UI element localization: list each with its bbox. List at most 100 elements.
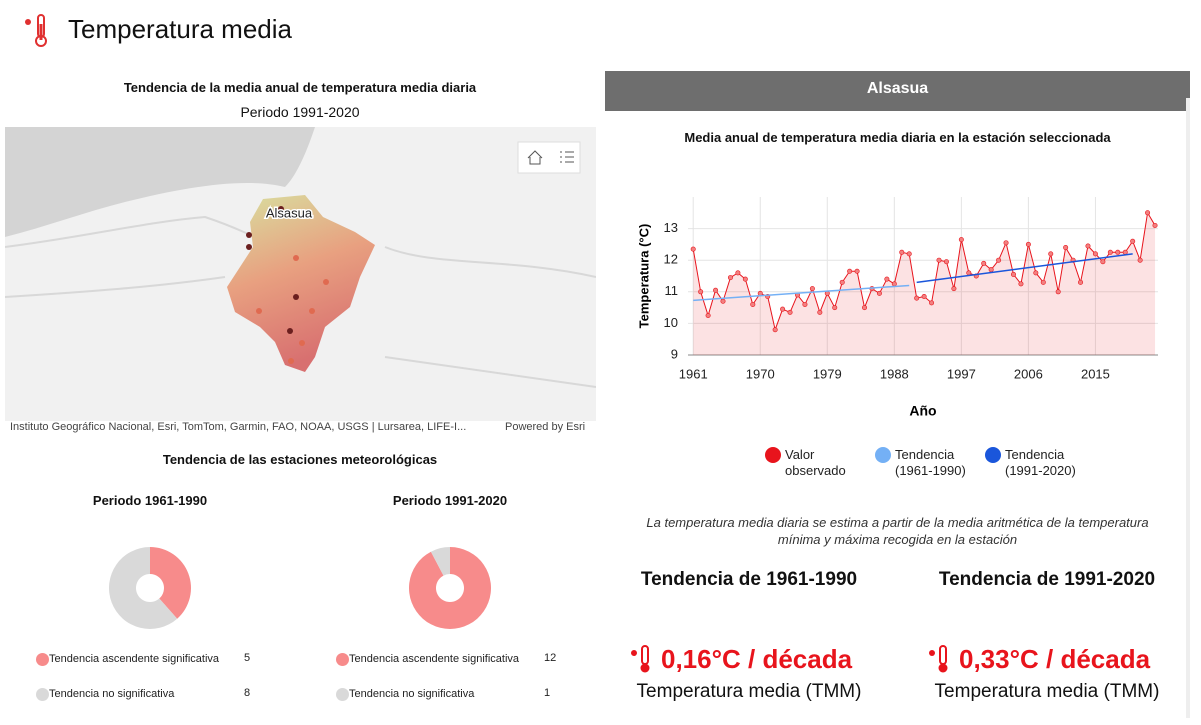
map-label: Alsasua: [266, 205, 313, 220]
map-title: Tendencia de la media anual de temperatu…: [123, 80, 477, 95]
data-point: [1085, 243, 1091, 249]
data-point: [817, 309, 823, 315]
data-point: [1055, 289, 1061, 295]
legend-value: 1: [544, 687, 551, 699]
legend-value: 5: [244, 652, 251, 664]
page-title: Temperatura media: [68, 14, 292, 44]
legend-dot: [36, 688, 49, 701]
stations-title: Tendencia de las estaciones meteorológic…: [162, 452, 438, 467]
legend-label: Tendencia ascendente significativa: [49, 653, 220, 665]
y-axis-label: Temperatura (°C): [636, 224, 651, 329]
data-point: [1048, 251, 1054, 257]
data-point: [966, 270, 972, 276]
data-point: [1092, 251, 1098, 257]
data-point: [780, 306, 786, 312]
donut-slice: [409, 547, 491, 629]
note: La temperatura media diaria se estima a …: [646, 515, 1149, 547]
home-button[interactable]: [527, 150, 543, 165]
legend-label: Tendencia no significativa: [349, 688, 475, 700]
area: [693, 212, 1156, 355]
legend-label: Tendencia (1961-1990): [895, 447, 966, 478]
data-point: [914, 295, 920, 301]
icon-part: [640, 663, 650, 673]
legend-dot: [36, 653, 49, 666]
legend-dot: [336, 688, 349, 701]
x-tick-label: 2015: [1081, 366, 1110, 381]
icon-part: [631, 650, 637, 656]
data-point: [951, 286, 957, 292]
data-point: [839, 279, 845, 285]
legend-label: Tendencia ascendente significativa: [349, 653, 520, 665]
plot-area: [688, 197, 1158, 355]
data-point: [742, 276, 748, 282]
trend-value: 0,16°C / década: [661, 644, 853, 674]
data-point: [1010, 271, 1016, 277]
data-point: [1145, 210, 1151, 216]
icon-part: [939, 645, 947, 665]
data-point: [921, 294, 927, 300]
legend-value: 12: [544, 652, 557, 664]
x-tick-label: 2006: [1014, 366, 1043, 381]
y-tick-label: 10: [664, 315, 678, 330]
data-point: [1018, 281, 1024, 287]
donut-slice: [430, 547, 450, 576]
donut-title: Periodo 1961-1990: [92, 493, 208, 508]
scrollbar: [1186, 98, 1190, 718]
data-point: [929, 300, 935, 306]
data-point: [735, 270, 741, 276]
y-tick-label: 12: [664, 252, 678, 267]
data-point: [988, 267, 994, 273]
station-header: [605, 71, 1190, 111]
thermometer-icon: [929, 645, 948, 673]
data-point: [787, 309, 793, 315]
trend-line: [693, 284, 910, 302]
data-point: [854, 268, 860, 274]
map: Alsasua: [5, 127, 596, 421]
x-tick-label: 1961: [679, 366, 708, 381]
trend-heading: Tendencia de 1961-1990: [640, 569, 858, 590]
data-point: [847, 268, 853, 274]
donut-slice: [150, 547, 191, 619]
data-point: [809, 286, 815, 292]
data-point: [1040, 279, 1046, 285]
legend-button[interactable]: [560, 151, 574, 163]
thermometer-icon: [631, 645, 650, 673]
data-point: [876, 290, 882, 296]
data-point: [936, 257, 942, 263]
x-tick-label: 1979: [813, 366, 842, 381]
data-point: [1137, 257, 1143, 263]
icon-part: [929, 650, 935, 656]
data-point: [943, 259, 949, 265]
legend-value: 8: [244, 687, 251, 699]
donut-chart: [409, 547, 491, 629]
data-point: [891, 281, 897, 287]
legend-label: Tendencia no significativa: [49, 688, 175, 700]
data-point: [832, 305, 838, 311]
legend-dot: [336, 653, 349, 666]
data-point: [1003, 240, 1009, 246]
trend-value: 0,33°C / década: [959, 644, 1151, 674]
donut-slice: [108, 547, 178, 629]
legend-dot: [875, 447, 891, 463]
data-point: [802, 301, 808, 307]
map-powered: Powered by Esri: [505, 421, 586, 433]
data-point: [713, 287, 719, 293]
data-point: [705, 313, 711, 319]
data-point: [1115, 249, 1121, 255]
donut-chart: [108, 547, 191, 629]
data-point: [772, 327, 778, 333]
data-point: [1063, 245, 1069, 251]
donut-title: Periodo 1991-2020: [392, 493, 508, 508]
y-tick-label: 13: [664, 220, 678, 235]
data-point: [906, 251, 912, 257]
data-point: [958, 237, 964, 243]
data-point: [981, 260, 987, 266]
data-point: [1130, 238, 1136, 244]
x-tick-label: 1997: [947, 366, 976, 381]
legend-label: Valor observado: [785, 447, 846, 478]
line-chart: 9 10 11 12 13 1961 1970 1979 1988 1997 2006 2015 Año…: [636, 197, 1158, 419]
x-tick-label: 1970: [746, 366, 775, 381]
line-chart-title: Media anual de temperatura media diaria …: [684, 130, 1111, 145]
data-point: [727, 275, 733, 281]
